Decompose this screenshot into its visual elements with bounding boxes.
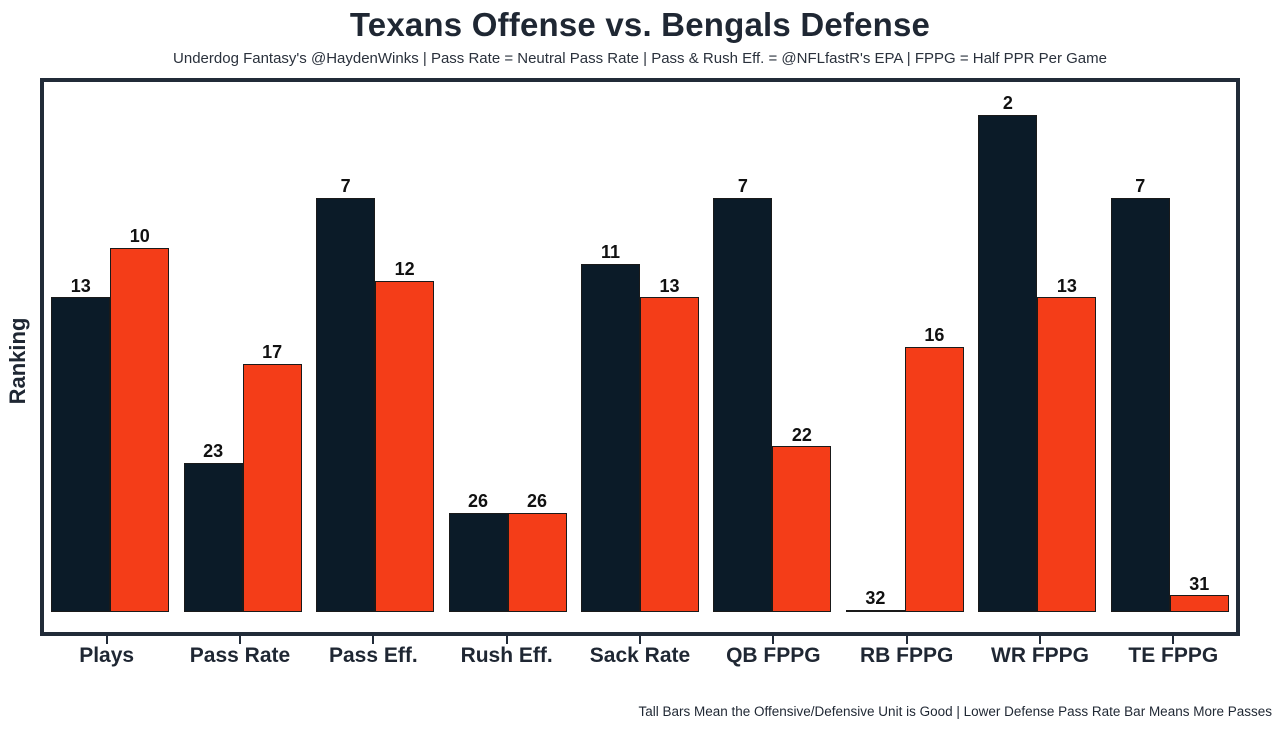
defense-bar bbox=[110, 247, 170, 612]
y-axis-label: Ranking bbox=[5, 317, 30, 405]
bar-value-label: 13 bbox=[1056, 275, 1077, 296]
x-tick bbox=[1172, 636, 1175, 644]
bar-value-label: 26 bbox=[527, 490, 548, 511]
x-category-label: Pass Rate bbox=[189, 644, 291, 667]
defense-bar bbox=[1037, 297, 1097, 612]
bar-value-label: 13 bbox=[70, 275, 91, 296]
bar-group: 13 10 bbox=[44, 82, 176, 612]
offense-bar-column: 23 bbox=[183, 441, 243, 612]
x-category-label: RB FPPG bbox=[859, 644, 954, 667]
x-category-label: Sack Rate bbox=[589, 644, 691, 667]
defense-bar bbox=[904, 347, 964, 612]
bar-group: 7 31 bbox=[1104, 82, 1236, 612]
defense-bar bbox=[507, 512, 567, 612]
bar-value-label: 16 bbox=[924, 325, 945, 346]
chart-subtitle: Underdog Fantasy's @HaydenWinks | Pass R… bbox=[173, 50, 1107, 67]
x-category-label: QB FPPG bbox=[726, 644, 821, 667]
footer-note: Tall Bars Mean the Offensive/Defensive U… bbox=[638, 704, 1272, 719]
x-category-label: TE FPPG bbox=[1128, 644, 1219, 667]
defense-bar-column: 31 bbox=[1169, 573, 1229, 612]
offense-bar bbox=[51, 297, 111, 612]
bar-group: 32 16 bbox=[839, 82, 971, 612]
bar-value-label: 7 bbox=[1135, 176, 1146, 197]
defense-bar-column: 16 bbox=[904, 325, 964, 612]
defense-bar bbox=[1169, 595, 1229, 612]
defense-bar-column: 13 bbox=[639, 275, 699, 612]
bar-value-label: 7 bbox=[737, 176, 748, 197]
x-category-label: Rush Eff. bbox=[460, 644, 553, 667]
defense-bar-column: 26 bbox=[507, 490, 567, 612]
bar-value-label: 17 bbox=[262, 341, 283, 362]
bar-group: 23 17 bbox=[176, 82, 308, 612]
offense-bar bbox=[1110, 197, 1170, 612]
offense-bar bbox=[713, 197, 773, 612]
offense-bar-column: 26 bbox=[448, 490, 508, 612]
bar-value-label: 10 bbox=[129, 225, 150, 246]
bar-group: 26 26 bbox=[441, 82, 573, 612]
defense-bar-column: 10 bbox=[110, 225, 170, 612]
defense-bar-column: 22 bbox=[772, 424, 832, 612]
offense-bar bbox=[978, 115, 1038, 612]
defense-bar bbox=[772, 446, 832, 612]
offense-bar-column: 7 bbox=[713, 176, 773, 612]
x-tick bbox=[372, 636, 375, 644]
offense-bar-column: 7 bbox=[316, 176, 376, 612]
offense-bar bbox=[448, 512, 508, 612]
offense-bar bbox=[183, 462, 243, 612]
bar-group: 11 13 bbox=[574, 82, 706, 612]
x-tick bbox=[1039, 636, 1041, 644]
bar-value-label: 2 bbox=[1002, 93, 1013, 114]
offense-bar-column: 7 bbox=[1110, 176, 1170, 612]
offense-bar-column: 13 bbox=[51, 275, 111, 612]
offense-bar-column: 11 bbox=[580, 242, 640, 612]
defense-bar bbox=[242, 363, 302, 612]
x-category-label: WR FPPG bbox=[991, 644, 1089, 667]
offense-bar bbox=[580, 264, 640, 612]
offense-bar bbox=[845, 610, 905, 612]
x-category-label: Pass Eff. bbox=[328, 644, 418, 667]
bar-group: 2 13 bbox=[971, 82, 1103, 612]
bar-value-label: 23 bbox=[203, 441, 224, 462]
offense-bar-column: 32 bbox=[845, 588, 905, 612]
x-tick bbox=[639, 636, 641, 644]
bar-value-label: 12 bbox=[394, 258, 415, 279]
bar-value-label: 26 bbox=[468, 490, 489, 511]
bar-group: 7 22 bbox=[706, 82, 838, 612]
page-title: Texans Offense vs. Bengals Defense bbox=[349, 6, 931, 43]
defense-bar bbox=[639, 297, 699, 612]
x-tick bbox=[105, 636, 108, 644]
defense-bar-column: 13 bbox=[1037, 275, 1097, 612]
offense-bar-column: 2 bbox=[978, 93, 1038, 612]
bar-value-label: 32 bbox=[865, 588, 886, 609]
bar-group: 7 12 bbox=[309, 82, 441, 612]
x-tick bbox=[505, 636, 508, 644]
bar-value-label: 11 bbox=[600, 242, 620, 263]
x-tick bbox=[905, 636, 908, 644]
defense-bar-column: 12 bbox=[375, 258, 435, 612]
bar-value-label: 13 bbox=[659, 275, 680, 296]
x-tick bbox=[239, 636, 241, 644]
offense-bar bbox=[316, 197, 376, 612]
bar-value-label: 7 bbox=[340, 176, 351, 197]
bar-value-label: 31 bbox=[1189, 573, 1210, 594]
defense-bar-column: 17 bbox=[242, 341, 302, 612]
plot-area: 13 10 23 17 7 12 26 26 11 13 7 22 32 16 2 13 7 31 bbox=[40, 78, 1240, 636]
x-category-label: Plays bbox=[79, 644, 135, 667]
defense-bar bbox=[375, 280, 435, 612]
bar-value-label: 22 bbox=[791, 424, 812, 445]
x-tick bbox=[772, 636, 775, 644]
